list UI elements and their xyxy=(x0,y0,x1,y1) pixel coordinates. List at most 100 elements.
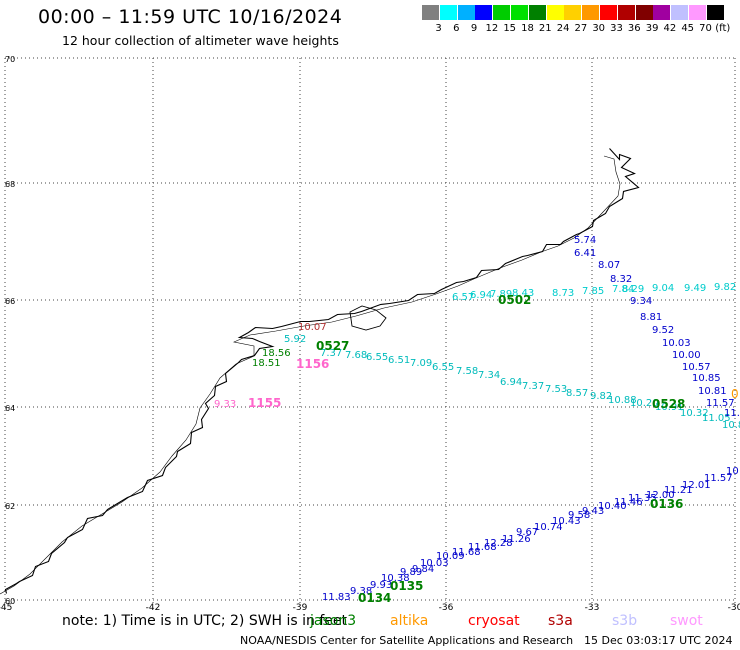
wave-height-value: 10.57 xyxy=(682,362,711,373)
pass-time-label: 0527 xyxy=(316,339,349,353)
satellite-legend-swot: swot xyxy=(670,613,703,629)
wave-height-value: 9.84 xyxy=(412,564,434,575)
colorbar-label: 42 xyxy=(663,23,677,34)
colorbar-label: 39 xyxy=(645,23,659,34)
wave-height-value: 8.57 xyxy=(566,388,588,399)
colorbar-label: (ft) xyxy=(715,23,731,34)
colorbar-swatch xyxy=(422,5,439,20)
wave-height-value: 7.34 xyxy=(478,370,500,381)
colorbar-label: 9 xyxy=(470,23,478,34)
wave-height-value: 10.09 xyxy=(436,551,465,562)
wave-height-value: 10 xyxy=(726,466,739,477)
satellite-legend-s3b: s3b xyxy=(612,613,638,629)
wave-height-value: 11.68 xyxy=(468,542,497,553)
wave-height-value: 10.40 xyxy=(598,501,627,512)
wave-height-value: 7.53 xyxy=(545,384,567,395)
colorbar-swatch xyxy=(457,5,475,20)
longitude-label: -33 xyxy=(585,603,600,613)
wave-height-value: 12.00 xyxy=(646,490,675,501)
wave-height-value: 10.85 xyxy=(692,373,721,384)
wave-height-value: 6.41 xyxy=(574,248,596,259)
wave-height-value: 7.09 xyxy=(410,358,432,369)
latitude-label: 62 xyxy=(5,502,15,511)
colorbar-label: 36 xyxy=(627,23,641,34)
colorbar-swatch xyxy=(475,5,493,20)
wave-height-value: 5.74 xyxy=(574,235,596,246)
wave-height-value: 10.81 xyxy=(698,386,727,397)
wave-height-value: 9.67 xyxy=(516,527,538,538)
wave-height-value: 8.81 xyxy=(640,312,662,323)
satellite-legend-s3a: s3a xyxy=(548,613,573,629)
colorbar-swatch xyxy=(528,5,546,20)
pass-time-label: 1155 xyxy=(248,396,281,410)
longitude-label: -30 xyxy=(728,603,740,613)
wave-height-value: 8.29 xyxy=(622,284,644,295)
wave-height-value: 10.91 xyxy=(655,402,684,413)
wave-height-value: 9.38 xyxy=(350,586,372,597)
colorbar-swatch xyxy=(671,5,689,20)
longitude-label: -36 xyxy=(439,603,454,613)
wave-height-value: 6.55 xyxy=(432,362,454,373)
wave-height-value: 11.05 xyxy=(702,413,731,424)
wave-height-value: 7.85 xyxy=(582,286,604,297)
wave-height-value: 11.26 xyxy=(502,534,531,545)
wave-height-value: 11.57 xyxy=(706,398,735,409)
colorbar-swatch xyxy=(635,5,653,20)
colorbar-swatch xyxy=(511,5,528,20)
pass-time-label: 0136 xyxy=(650,497,683,511)
wave-height-value: 7.84 xyxy=(612,284,634,295)
colorbar-label: 15 xyxy=(503,23,517,34)
wave-height-value: 8.43 xyxy=(512,288,534,299)
wave-height-value: 6.94 xyxy=(500,377,522,388)
colorbar-label: 3 xyxy=(435,23,442,34)
wave-height-value: 9.82 xyxy=(590,391,612,402)
colorbar-swatch xyxy=(600,5,617,20)
wave-height-value: 10.88 xyxy=(608,395,637,406)
colorbar-label: 27 xyxy=(574,23,588,34)
wave-height-value: 10.32 xyxy=(680,408,709,419)
map-subtitle: 12 hour collection of altimeter wave hei… xyxy=(62,33,339,48)
longitude-label: -42 xyxy=(146,603,161,613)
wave-height-value: 10.74 xyxy=(534,522,563,533)
wave-height-value: 8.73 xyxy=(552,288,574,299)
pass-time-label: 1156 xyxy=(296,357,329,371)
wave-height-value: 9.43 xyxy=(582,506,604,517)
wave-height-value: 5.92 xyxy=(284,334,306,345)
satellite-legend-jason3: jason3 xyxy=(310,613,357,629)
wave-height-value: 6.51 xyxy=(388,355,410,366)
longitude-label: -39 xyxy=(293,603,308,613)
wave-height-value: 18.56 xyxy=(262,348,291,359)
colorbar-swatch xyxy=(564,5,582,20)
satellite-legend-altika: altika xyxy=(390,613,429,629)
wave-height-value: 7.37 xyxy=(320,348,342,359)
wave-height-value: 9.52 xyxy=(652,325,674,336)
wave-height-value: 9.04 xyxy=(652,283,674,294)
wave-height-value: 11.83 xyxy=(322,592,351,603)
colorbar-swatch xyxy=(653,5,671,20)
pass-time-label: 0135 xyxy=(390,579,423,593)
wave-height-value: 11.35 xyxy=(628,493,657,504)
colorbar-label: 70 xyxy=(699,23,712,34)
pass-time-label: 0134 xyxy=(358,591,391,605)
wave-height-value: 11.46 xyxy=(614,497,643,508)
wave-height-value: 7.58 xyxy=(456,366,478,377)
wave-height-value: 8.07 xyxy=(598,260,620,271)
wave-height-value-clipped: 0 xyxy=(731,387,739,401)
wave-height-value: 18.51 xyxy=(252,358,281,369)
map-title: 00:00 – 11:59 UTC 10/16/2024 xyxy=(38,6,343,28)
credit-text: NOAA/NESDIS Center for Satellite Applica… xyxy=(240,634,574,647)
colorbar-label: 6 xyxy=(453,23,460,34)
colorbar-label: 30 xyxy=(592,23,606,34)
footer-note: note: 1) Time is in UTC; 2) SWH is in fe… xyxy=(62,613,348,629)
latitude-label: 66 xyxy=(5,297,15,306)
wave-height-value: 9.58 xyxy=(568,510,590,521)
colorbar-swatch xyxy=(546,5,564,20)
wave-height-value: 10.00 xyxy=(672,350,701,361)
colorbar-swatch xyxy=(706,5,724,20)
latitude-label: 64 xyxy=(5,404,15,413)
wave-height-value: 11.73 xyxy=(724,408,740,419)
wave-height-value: 6.94 xyxy=(470,290,492,301)
wave-height-value: 9.82 xyxy=(714,282,736,293)
colorbar-label: 18 xyxy=(521,23,534,34)
